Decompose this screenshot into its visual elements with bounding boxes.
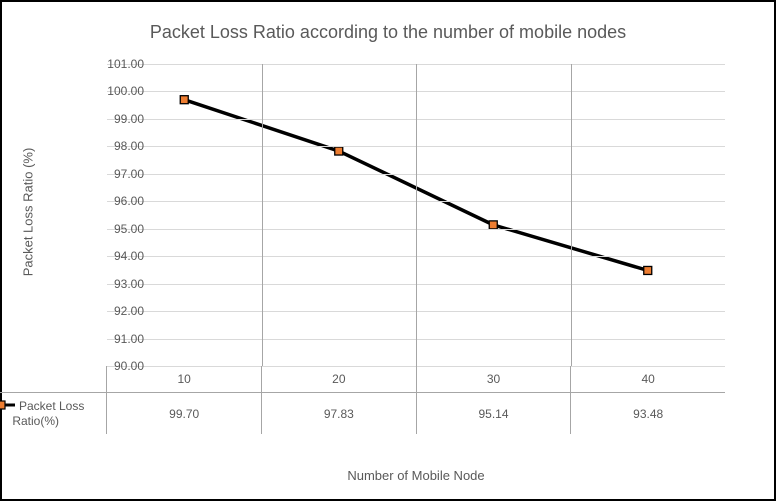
val-2: 95.14: [416, 393, 571, 435]
data-table: 10 20 30 40 Packet Loss Ratio(%) 99.70 9…: [0, 366, 725, 434]
col-head-2: 30: [416, 366, 571, 393]
table-corner-cell: [0, 366, 107, 393]
val-3: 93.48: [571, 393, 725, 435]
y-tick-label: 92.00: [94, 304, 144, 318]
series-legend-cell: Packet Loss Ratio(%): [0, 393, 107, 435]
column-divider: [571, 64, 572, 366]
series-name: Packet Loss Ratio(%): [12, 399, 84, 428]
y-axis-label: Packet Loss Ratio (%): [21, 148, 36, 277]
chart-frame: Packet Loss Ratio according to the numbe…: [0, 0, 776, 501]
table-header-row: 10 20 30 40: [0, 366, 725, 393]
col-head-3: 40: [571, 366, 725, 393]
plot-area: [107, 64, 725, 366]
data-marker: [489, 221, 497, 229]
y-tick-label: 94.00: [94, 249, 144, 263]
data-marker: [180, 96, 188, 104]
col-head-1: 20: [262, 366, 417, 393]
legend-swatch: [0, 399, 15, 414]
chart-title: Packet Loss Ratio according to the numbe…: [2, 22, 774, 43]
x-axis-label: Number of Mobile Node: [107, 468, 725, 483]
table-value-row: Packet Loss Ratio(%) 99.70 97.83 95.14 9…: [0, 393, 725, 435]
val-1: 97.83: [262, 393, 417, 435]
data-marker: [644, 266, 652, 274]
y-tick-label: 100.00: [94, 84, 144, 98]
y-tick-label: 101.00: [94, 57, 144, 71]
y-tick-label: 98.00: [94, 139, 144, 153]
y-tick-label: 93.00: [94, 277, 144, 291]
col-head-0: 10: [107, 366, 262, 393]
y-tick-label: 95.00: [94, 222, 144, 236]
column-divider: [262, 64, 263, 366]
data-marker: [335, 147, 343, 155]
column-divider: [416, 64, 417, 366]
y-tick-label: 91.00: [94, 332, 144, 346]
val-0: 99.70: [107, 393, 262, 435]
y-tick-label: 96.00: [94, 194, 144, 208]
y-tick-label: 99.00: [94, 112, 144, 126]
y-tick-label: 97.00: [94, 167, 144, 181]
